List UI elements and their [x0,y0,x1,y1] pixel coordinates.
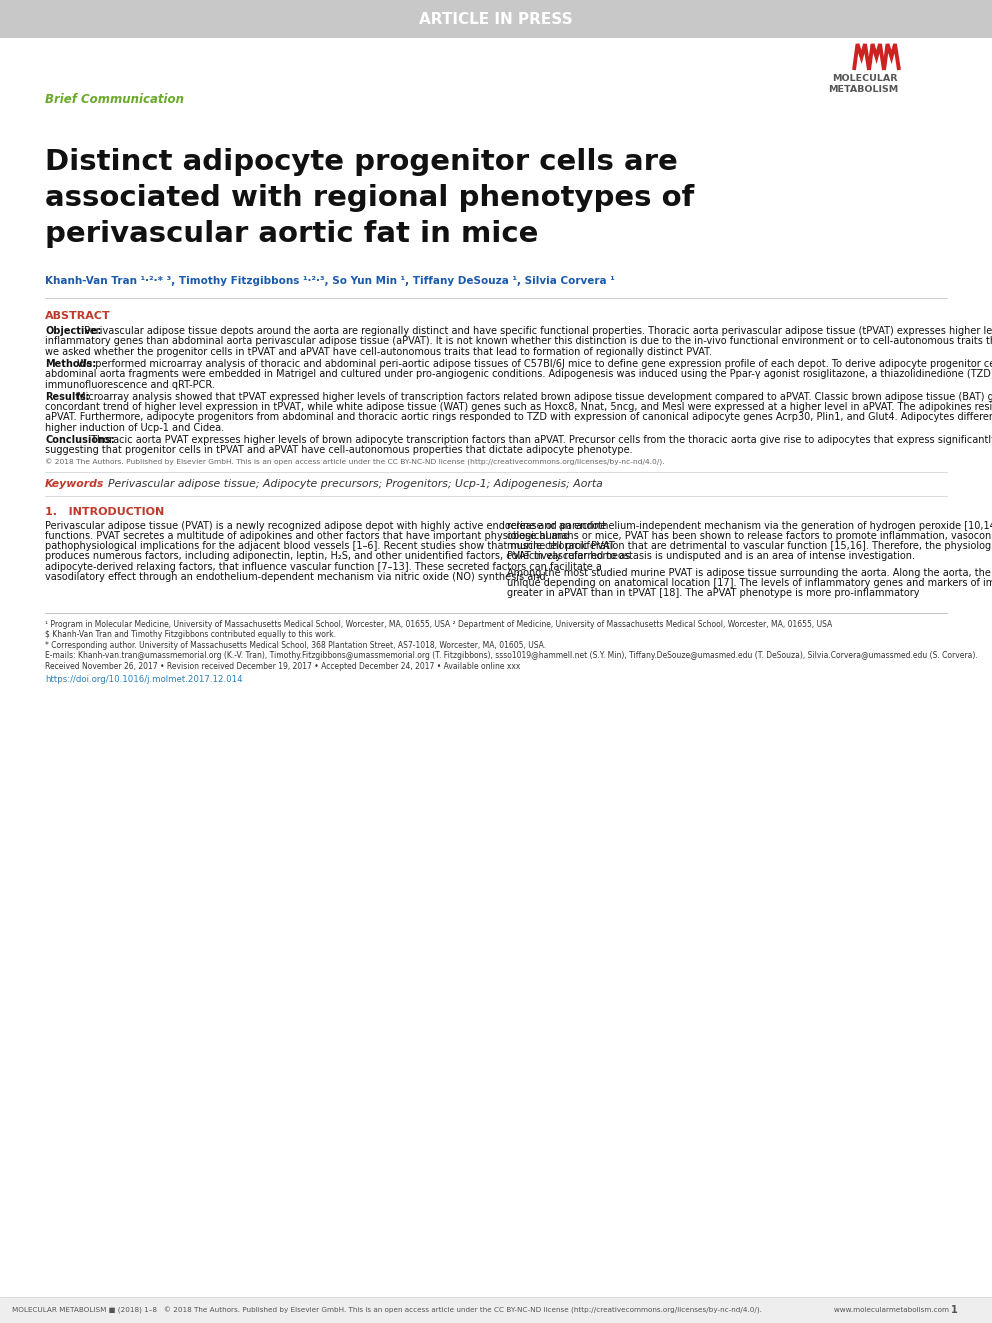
Text: ARTICLE IN PRESS: ARTICLE IN PRESS [420,12,572,26]
Text: release or an endothelium-independent mechanism via the generation of hydrogen p: release or an endothelium-independent me… [507,520,992,531]
Text: pathophysiological implications for the adjacent blood vessels [1–6]. Recent stu: pathophysiological implications for the … [45,541,615,552]
Text: https://doi.org/10.1016/j.molmet.2017.12.014: https://doi.org/10.1016/j.molmet.2017.12… [45,675,243,684]
Text: Thoracic aorta PVAT expresses higher levels of brown adipocyte transcription fac: Thoracic aorta PVAT expresses higher lev… [88,435,992,445]
Text: obese humans or mice, PVAT has been shown to release factors to promote inflamma: obese humans or mice, PVAT has been show… [507,531,992,541]
Text: ABSTRACT: ABSTRACT [45,311,111,321]
Text: Khanh-Van Tran ¹·²·* ³, Timothy Fitzgibbons ¹·²·³, So Yun Min ¹, Tiffany DeSouza: Khanh-Van Tran ¹·²·* ³, Timothy Fitzgibb… [45,277,615,286]
Text: Perivascular adipose tissue; Adipocyte precursors; Progenitors; Ucp-1; Adipogene: Perivascular adipose tissue; Adipocyte p… [108,479,603,488]
Text: MOLECULAR: MOLECULAR [832,74,898,83]
Text: unique depending on anatomical location [17]. The levels of inflammatory genes a: unique depending on anatomical location … [507,578,992,589]
Text: Objective:: Objective: [45,325,101,336]
Text: Received November 26, 2017 • Revision received December 19, 2017 • Accepted Dece: Received November 26, 2017 • Revision re… [45,662,521,671]
Text: Methods:: Methods: [45,359,96,369]
Text: suggesting that progenitor cells in tPVAT and aPVAT have cell-autonomous propert: suggesting that progenitor cells in tPVA… [45,446,633,455]
Bar [0,1297,992,1323]
Text: abdominal aorta fragments were embedded in Matrigel and cultured under pro-angio: abdominal aorta fragments were embedded … [45,369,992,380]
Text: Among the most studied murine PVAT is adipose tissue surrounding the aorta. Alon: Among the most studied murine PVAT is ad… [507,568,992,578]
Text: concordant trend of higher level expression in tPVAT, while white adipose tissue: concordant trend of higher level express… [45,402,992,411]
Text: adipocyte-derived relaxing factors, that influence vascular function [7–13]. The: adipocyte-derived relaxing factors, that… [45,562,602,572]
Text: we asked whether the progenitor cells in tPVAT and aPVAT have cell-autonomous tr: we asked whether the progenitor cells in… [45,347,712,357]
Text: vasodilatory effect through an endothelium-dependent mechanism via nitric oxide : vasodilatory effect through an endotheli… [45,572,546,582]
Text: $ Khanh-Van Tran and Timothy Fitzgibbons contributed equally to this work.: $ Khanh-Van Tran and Timothy Fitzgibbons… [45,630,336,639]
Text: 1.   INTRODUCTION: 1. INTRODUCTION [45,507,165,516]
Text: immunofluorescence and qRT-PCR.: immunofluorescence and qRT-PCR. [45,380,215,389]
Text: aPVAT. Furthermore, adipocyte progenitors from abdominal and thoracic aortic rin: aPVAT. Furthermore, adipocyte progenitor… [45,413,992,422]
Text: greater in aPVAT than in tPVAT [18]. The aPVAT phenotype is more pro-inflammator: greater in aPVAT than in tPVAT [18]. The… [507,589,920,598]
Text: perivascular aortic fat in mice: perivascular aortic fat in mice [45,220,539,247]
Text: PVAT in vascular homeostasis is undisputed and is an area of intense investigati: PVAT in vascular homeostasis is undisput… [507,552,915,561]
Text: higher induction of Ucp-1 and Cidea.: higher induction of Ucp-1 and Cidea. [45,423,224,433]
Text: Results:: Results: [45,392,89,402]
Text: produces numerous factors, including adiponectin, leptin, H₂S, and other unident: produces numerous factors, including adi… [45,552,630,561]
Bar [0,0,992,38]
Text: Microarray analysis showed that tPVAT expressed higher levels of transcription f: Microarray analysis showed that tPVAT ex… [73,392,992,402]
Text: Perivascular adipose tissue depots around the aorta are regionally distinct and : Perivascular adipose tissue depots aroun… [81,325,992,336]
Text: * Corresponding author. University of Massachusetts Medical School, 368 Plantati: * Corresponding author. University of Ma… [45,640,547,650]
Text: Keywords: Keywords [45,479,104,488]
Text: functions. PVAT secretes a multitude of adipokines and other factors that have i: functions. PVAT secretes a multitude of … [45,531,569,541]
Text: We performed microarray analysis of thoracic and abdominal peri-aortic adipose t: We performed microarray analysis of thor… [73,359,992,369]
Text: Distinct adipocyte progenitor cells are: Distinct adipocyte progenitor cells are [45,148,678,176]
Text: E-mails: Khanh-van.tran@umassmemorial.org (K.-V. Tran), Timothy.Fitzgibbons@umas: E-mails: Khanh-van.tran@umassmemorial.or… [45,651,978,660]
Text: Conclusions:: Conclusions: [45,435,115,445]
Text: muscle cell proliferation that are detrimental to vascular function [15,16]. The: muscle cell proliferation that are detri… [507,541,992,552]
Text: Brief Communication: Brief Communication [45,93,184,106]
Text: MOLECULAR METABOLISM ■ (2018) 1–8   © 2018 The Authors. Published by Elsevier Gm: MOLECULAR METABOLISM ■ (2018) 1–8 © 2018… [12,1306,948,1314]
Text: inflammatory genes than abdominal aorta perivascular adipose tissue (aPVAT). It : inflammatory genes than abdominal aorta … [45,336,992,347]
Text: associated with regional phenotypes of: associated with regional phenotypes of [45,184,694,212]
Text: ¹ Program in Molecular Medicine, University of Massachusetts Medical School, Wor: ¹ Program in Molecular Medicine, Univers… [45,619,832,628]
Text: METABOLISM: METABOLISM [827,85,898,94]
Text: © 2018 The Authors. Published by Elsevier GmbH. This is an open access article u: © 2018 The Authors. Published by Elsevie… [45,459,665,466]
Text: Perivascular adipose tissue (PVAT) is a newly recognized adipose depot with high: Perivascular adipose tissue (PVAT) is a … [45,520,606,531]
Text: 1: 1 [951,1304,958,1315]
